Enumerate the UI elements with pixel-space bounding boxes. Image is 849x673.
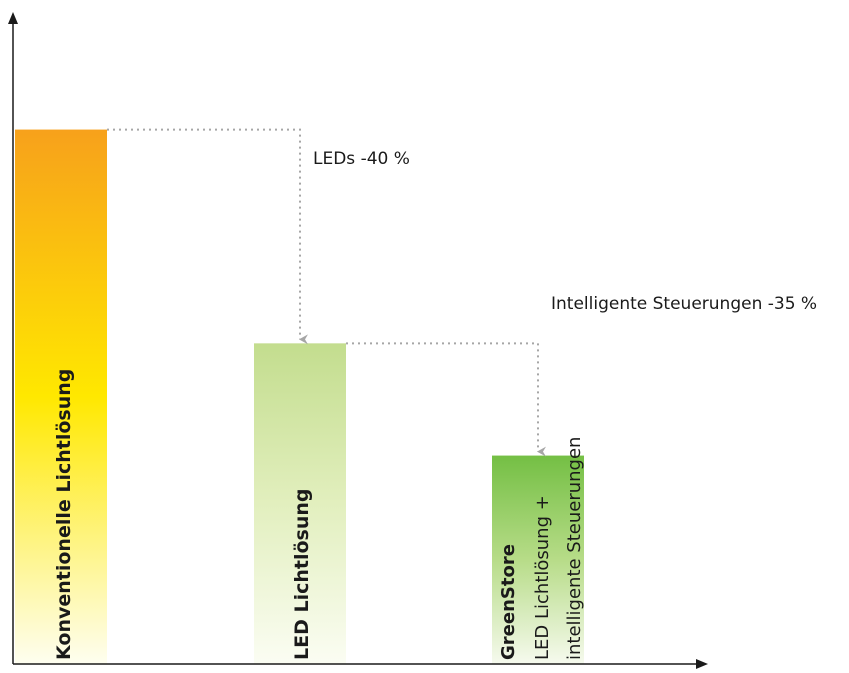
connector-arrow-1	[107, 128, 308, 345]
bar-1	[15, 129, 107, 664]
bars-group	[15, 129, 584, 664]
bar-labels-group: LEDs -40 % Intelligente Steuerungen -35 %…	[53, 149, 817, 660]
y-axis-arrow	[8, 12, 18, 24]
connector-arrow-2	[346, 342, 546, 457]
axes-group	[8, 12, 708, 669]
bar-2	[254, 343, 346, 664]
bar-label-3-line-2: LED Lichtlösung +	[532, 495, 553, 660]
annotation-1: LEDs -40 %	[313, 149, 410, 169]
bar-3	[492, 455, 584, 664]
connectors-group	[107, 128, 546, 457]
bar-label-2-line-1: LED Lichtlösung	[291, 489, 313, 661]
annotation-2: Intelligente Steuerungen -35 %	[551, 294, 817, 314]
x-axis-arrow	[696, 659, 708, 669]
bar-label-1-line-1: Konventionelle Lichtlösung	[53, 369, 75, 660]
bar-label-3-line-1: GreenStore	[498, 544, 519, 660]
bar-label-3-line-3: intelligente Steuerungen	[564, 437, 585, 660]
